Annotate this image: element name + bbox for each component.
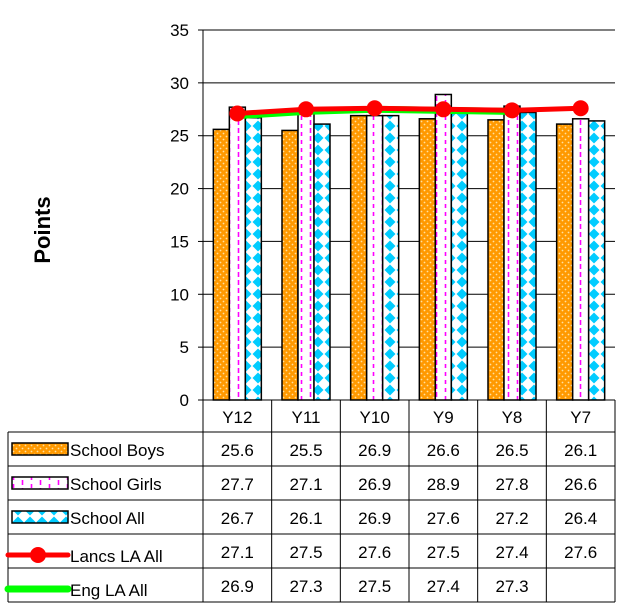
y-tick-label: 30 <box>170 74 189 93</box>
bar-school-boys <box>281 129 299 401</box>
y-tick-label: 10 <box>170 285 189 304</box>
legend-key-school-all <box>11 510 69 524</box>
point-lancs-la-all <box>229 105 246 122</box>
x-tick-label: Y12 <box>222 408 252 427</box>
table-cell-value: 26.9 <box>358 441 391 460</box>
table-cell-value: 26.6 <box>427 441 460 460</box>
table-cell-value: 26.9 <box>358 509 391 528</box>
bars <box>212 93 606 401</box>
bar-school-all <box>381 114 400 401</box>
legend-label-lancs-la-all: Lancs LA All <box>70 547 163 566</box>
y-tick-label: 20 <box>170 180 189 199</box>
x-tick-label: Y9 <box>433 408 454 427</box>
legend-key-school-girls <box>11 476 69 490</box>
table-cell-value: 27.3 <box>289 577 322 596</box>
legend-key-school-boys <box>11 442 69 456</box>
table-cell-value: 26.1 <box>289 509 322 528</box>
table-cell-value: 26.4 <box>564 509 597 528</box>
table-cell-value: 27.5 <box>289 543 322 562</box>
y-tick-label: 0 <box>180 391 189 410</box>
bar-school-girls <box>571 118 590 401</box>
bar-school-girls <box>365 114 384 401</box>
point-lancs-la-all <box>504 102 520 119</box>
table-cell-value: 27.5 <box>427 543 460 562</box>
bar-school-all <box>519 111 537 401</box>
table-cell-value: 27.6 <box>564 543 597 562</box>
line-lancs-la-all <box>237 105 581 117</box>
bar-school-all <box>244 116 263 401</box>
table-cell-value: 27.4 <box>495 543 528 562</box>
table-cell-value: 27.1 <box>221 543 254 562</box>
y-tick-labels: 0 5 10 15 20 25 30 35 <box>170 21 189 410</box>
table-cell-value: 26.7 <box>221 509 254 528</box>
table-cell-value: 27.2 <box>495 509 528 528</box>
bar-school-girls <box>434 93 453 401</box>
bar-school-boys <box>212 128 231 401</box>
y-axis-title: Points <box>30 196 55 263</box>
bar-school-boys <box>555 123 574 401</box>
table-cell-value: 26.9 <box>358 475 391 494</box>
bar-school-all <box>450 107 469 401</box>
x-tick-label: Y7 <box>570 408 591 427</box>
point-lancs-la-all <box>298 101 314 118</box>
y-tick-label: 15 <box>170 232 189 251</box>
table-cell-value: 25.6 <box>221 441 254 460</box>
table-cell-value: 27.3 <box>495 577 528 596</box>
x-tick-label: Y11 <box>292 408 321 427</box>
y-tick-label: 25 <box>170 127 189 146</box>
table-cell-value: 27.4 <box>427 577 460 596</box>
legend-label-school-boys: School Boys <box>70 441 165 460</box>
point-lancs-la-all <box>366 100 383 117</box>
table-cell-value: 26.6 <box>564 475 597 494</box>
bar-school-girls <box>297 112 315 401</box>
bar-school-girls <box>228 106 247 401</box>
bar-school-boys <box>487 119 505 401</box>
legend-marker-lancs-la-all <box>30 547 46 563</box>
legend-label-school-girls: School Girls <box>70 475 162 494</box>
table-cell-value: 27.7 <box>221 475 254 494</box>
table-cell-value: 25.5 <box>289 441 322 460</box>
table-cell-value: 27.6 <box>427 509 460 528</box>
table-cell-value: 26.5 <box>495 441 528 460</box>
table-cell-value: 27.6 <box>358 543 391 562</box>
bar-school-all <box>313 123 331 401</box>
table-cell-value: 26.9 <box>221 577 254 596</box>
table-cell-value: 26.1 <box>564 441 597 460</box>
bar-school-girls <box>503 105 521 401</box>
table-cell-value: 27.1 <box>289 475 322 494</box>
point-lancs-la-all <box>435 101 452 118</box>
y-tick-label: 5 <box>180 338 189 357</box>
point-lancs-la-all <box>572 100 589 117</box>
data-table: Y12 Y11 Y10 Y9 Y8 Y7 School Boys 25.6 25.5 26.9 26… <box>4 400 616 603</box>
lines <box>229 100 589 122</box>
table-cell-value: 27.8 <box>495 475 528 494</box>
bar-school-boys <box>349 114 368 401</box>
x-tick-label: Y10 <box>360 408 390 427</box>
table-cell-value: 27.5 <box>358 577 391 596</box>
y-tick-label: 35 <box>170 21 189 40</box>
axes <box>202 30 615 401</box>
bar-school-boys <box>418 118 437 401</box>
bar-school-all <box>587 120 606 401</box>
x-tick-label: Y8 <box>502 408 523 427</box>
table-cell-value: 28.9 <box>427 475 460 494</box>
gridlines <box>198 29 615 401</box>
legend-label-school-all: School All <box>70 509 145 528</box>
legend-label-eng-la-all: Eng LA All <box>70 581 148 600</box>
